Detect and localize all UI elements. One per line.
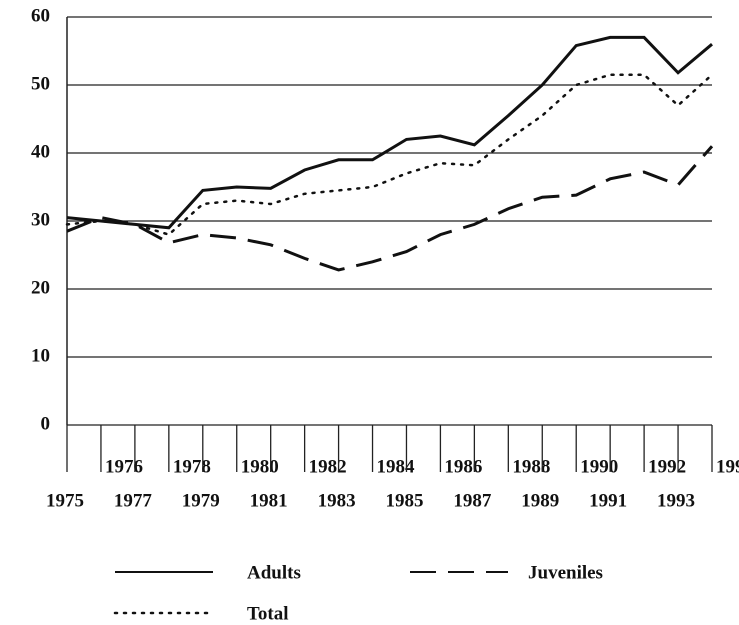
- y-tick-label: 10: [31, 345, 50, 366]
- x-tick-label: 1977: [114, 490, 153, 511]
- x-tick-label: 1990: [580, 456, 618, 477]
- y-tick-label: 30: [31, 209, 50, 230]
- x-tick-label: 1975: [46, 490, 84, 511]
- legend-label: Adults: [247, 562, 301, 583]
- x-tick-label: 1984: [377, 456, 416, 477]
- x-tick-label: 1979: [182, 490, 220, 511]
- y-tick-label: 40: [31, 141, 50, 162]
- y-tick-label: 60: [31, 5, 50, 26]
- x-tick-label: 1976: [105, 456, 143, 477]
- x-tick-label: 1978: [173, 456, 211, 477]
- series-line: [66, 145, 714, 272]
- y-tick-label: 20: [31, 277, 50, 298]
- x-tick-label: 1980: [241, 456, 279, 477]
- x-tick-label: 1988: [512, 456, 550, 477]
- y-tick-label: 50: [31, 73, 50, 94]
- series-line: [66, 35, 713, 230]
- x-tick-label: 1992: [648, 456, 686, 477]
- series-line: [65, 73, 714, 236]
- x-tick-label: 1986: [444, 456, 482, 477]
- x-tick-label: 1981: [250, 490, 288, 511]
- x-tick-label: 1993: [657, 490, 695, 511]
- x-tick-label: 1983: [318, 490, 356, 511]
- legend-label: Juveniles: [528, 562, 603, 583]
- x-tick-label: 1994: [716, 456, 739, 477]
- x-tick-label: 1987: [453, 490, 492, 511]
- x-tick-label: 1989: [521, 490, 559, 511]
- y-tick-label: 0: [41, 413, 51, 434]
- x-tick-label: 1982: [309, 456, 347, 477]
- x-tick-label: 1991: [589, 490, 627, 511]
- x-tick-label: 1985: [385, 490, 423, 511]
- legend-label: Total: [247, 603, 289, 624]
